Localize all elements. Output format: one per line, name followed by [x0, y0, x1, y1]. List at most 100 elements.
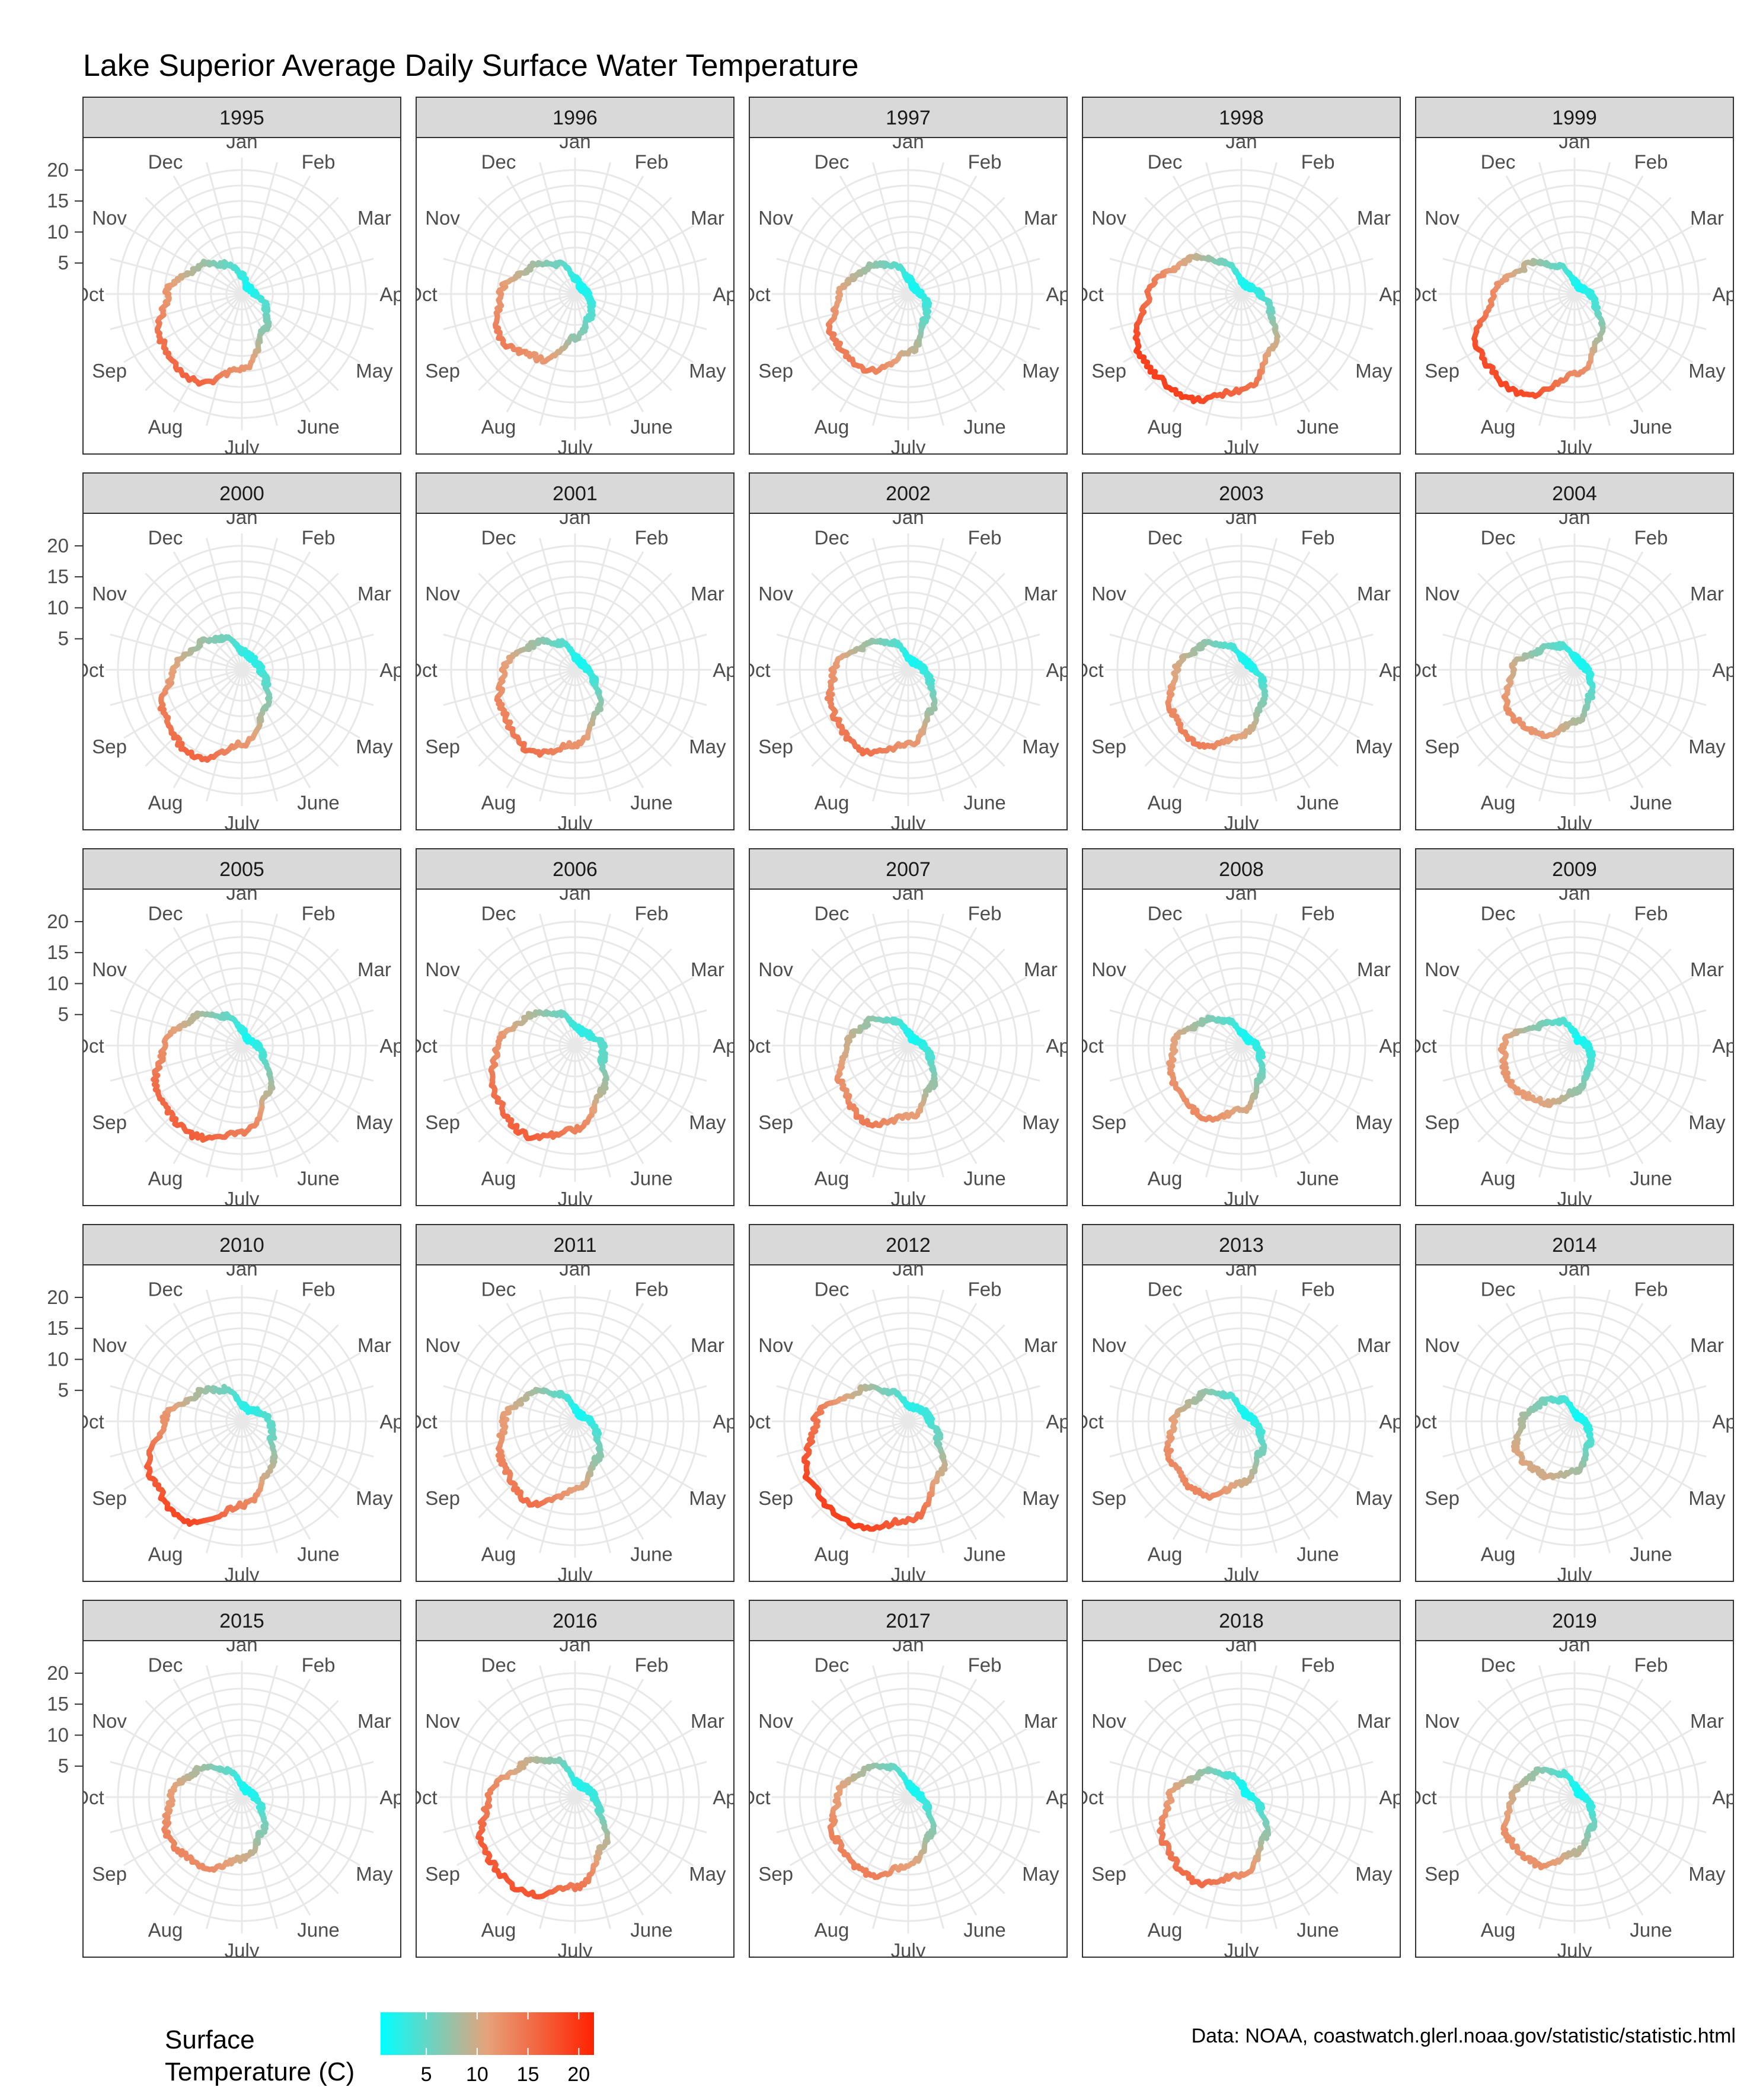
facet-strip-label: 2010 [219, 1234, 264, 1257]
grid-spoke [908, 600, 1027, 671]
grid-spoke [1109, 1044, 1242, 1082]
month-label: Nov [92, 583, 127, 605]
grid-spoke [241, 1352, 360, 1423]
grid-spoke [1123, 600, 1242, 671]
month-label: Sep [425, 736, 460, 757]
grid-spoke [839, 175, 909, 295]
grid-spoke [811, 1420, 909, 1519]
radial-tick-label: 15 [47, 190, 69, 212]
grid-spoke [110, 1044, 242, 1082]
grid-spoke [173, 551, 243, 670]
grid-spoke [1172, 927, 1243, 1046]
month-label: Nov [1091, 583, 1126, 605]
month-label: Apr [379, 1035, 410, 1057]
month-label: May [1688, 736, 1726, 757]
grid-spoke [907, 573, 1005, 671]
month-label: Nov [425, 583, 460, 605]
month-label: Jan [226, 882, 257, 904]
facet-strip-label: 2004 [1552, 482, 1597, 505]
month-label: Mar [691, 958, 724, 980]
grid-spoke [456, 600, 576, 671]
facet-panel-2010: 2010JanFebMarAprMayJuneJulyAugSepOctNovD… [47, 1224, 401, 1582]
grid-spoke [907, 538, 944, 670]
radial-tick-label: 10 [47, 972, 69, 994]
grid-spoke [1144, 669, 1243, 767]
month-label: Dec [1481, 527, 1516, 549]
grid-spoke [1172, 551, 1243, 670]
grid-spoke [790, 669, 909, 739]
facet-strip-label: 2006 [553, 858, 598, 881]
month-label: Jan [892, 1258, 924, 1280]
month-label: May [1355, 1111, 1393, 1133]
month-label: Mar [357, 583, 391, 605]
grid-spoke [241, 197, 339, 295]
month-label: Apr [713, 1411, 743, 1433]
month-label: May [356, 736, 393, 757]
grid-spoke [790, 976, 909, 1047]
grid-spoke [456, 1420, 576, 1491]
facet-strip-label: 2008 [1219, 858, 1264, 881]
grid-spoke [907, 293, 978, 413]
grid-spoke [574, 927, 644, 1046]
month-label: Mar [357, 207, 391, 229]
grid-spoke [1574, 258, 1707, 295]
temperature-segment [238, 645, 245, 653]
facet-strip [749, 97, 1068, 138]
grid-spoke [907, 551, 978, 670]
grid-spoke [173, 1303, 243, 1422]
month-label: Apr [1046, 1035, 1076, 1057]
month-label: Aug [148, 415, 183, 437]
month-label: July [1224, 436, 1259, 458]
month-label: July [1224, 1188, 1259, 1210]
grid-spoke [811, 573, 909, 671]
month-label: June [630, 1543, 673, 1565]
facet-strip-label: 2009 [1552, 858, 1597, 881]
month-label: Apr [1046, 1411, 1076, 1433]
grid-spoke [839, 927, 909, 1046]
month-label: Feb [1301, 527, 1335, 549]
grid-spoke [1505, 927, 1576, 1046]
grid-spoke [574, 1421, 644, 1540]
grid-spoke [478, 1324, 576, 1423]
facet-strip-label: 1998 [1219, 107, 1264, 129]
grid-spoke [1240, 573, 1339, 671]
grid-spoke [173, 175, 243, 295]
polar-plot-area: Jan Feb Mar Apr May June July Aug Sep Oct Nov Dec [83, 882, 410, 1206]
grid-spoke [1456, 600, 1575, 671]
month-label: Jan [892, 882, 924, 904]
month-label: May [1355, 360, 1393, 382]
grid-spoke [123, 1420, 242, 1491]
month-label: Oct [1406, 283, 1436, 305]
grid-spoke [790, 1044, 909, 1115]
month-label: Dec [815, 151, 850, 173]
month-label: Oct [407, 1035, 437, 1057]
grid-spoke [574, 162, 611, 295]
grid-spoke [539, 1421, 576, 1554]
month-label: Dec [148, 527, 183, 549]
grid-spoke [241, 293, 278, 426]
grid-spoke [478, 948, 576, 1047]
facet-strip [1082, 848, 1401, 890]
month-label: Dec [1148, 903, 1183, 925]
facet-strip-label: 2012 [886, 1234, 931, 1257]
month-label: May [1022, 1487, 1059, 1509]
grid-spoke [907, 1324, 1005, 1423]
radial-tick-label: 10 [47, 1348, 69, 1370]
polar-plot-area: Jan Feb Mar Apr May June July Aug Sep Oct Nov Dec [407, 889, 734, 1206]
facet-strip [749, 1224, 1068, 1265]
month-label: Feb [302, 151, 336, 173]
grid-spoke [1172, 293, 1243, 413]
month-label: Sep [1091, 360, 1126, 382]
month-label: Aug [148, 791, 183, 813]
month-label: Apr [1046, 659, 1076, 681]
radial-tick-label: 5 [58, 252, 69, 274]
month-label: Sep [758, 1111, 793, 1133]
grid-spoke [839, 1045, 909, 1164]
grid-spoke [907, 669, 944, 802]
month-label: Apr [1712, 659, 1742, 681]
grid-spoke [574, 669, 644, 788]
